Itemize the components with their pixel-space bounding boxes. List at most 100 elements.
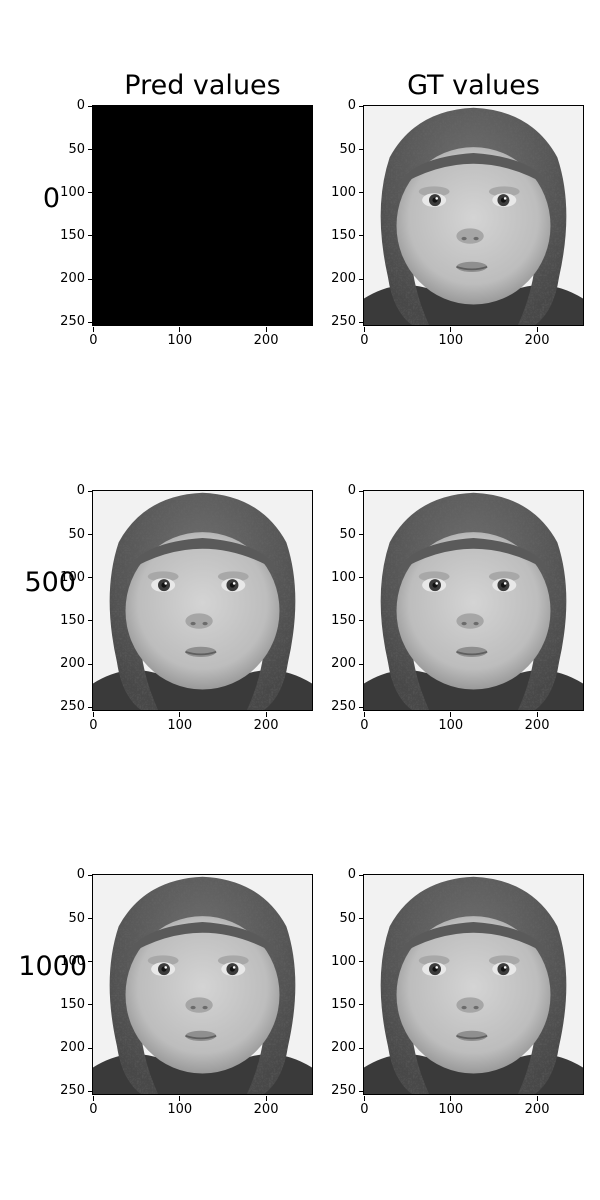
x-tick-mark xyxy=(179,1096,181,1101)
y-tick-label: 200 xyxy=(331,1040,356,1056)
y-tick-label: 50 xyxy=(339,526,356,542)
column-title-gt: GT values xyxy=(407,70,540,101)
x-tick-label: 100 xyxy=(167,333,193,348)
y-tick-mark xyxy=(359,663,364,665)
y-tick-mark xyxy=(88,105,93,107)
x-tick-mark xyxy=(265,1096,267,1101)
y-tick-label: 0 xyxy=(347,98,356,114)
x-tick-mark xyxy=(265,327,267,332)
x-tick-label: 100 xyxy=(438,1102,464,1117)
y-tick-mark xyxy=(359,874,364,876)
y-tick-mark xyxy=(88,577,93,579)
x-tick-mark xyxy=(536,1096,538,1101)
y-tick-label: 100 xyxy=(331,953,356,969)
y-tick-label: 100 xyxy=(331,184,356,200)
x-tick-label: 0 xyxy=(360,333,369,348)
x-tick-label: 200 xyxy=(524,333,550,348)
y-tick-mark xyxy=(359,918,364,920)
baby-face-image xyxy=(93,875,312,1094)
baby-face-image xyxy=(364,491,583,710)
y-tick-label: 100 xyxy=(60,184,85,200)
y-tick-mark xyxy=(88,321,93,323)
y-tick-mark xyxy=(359,620,364,622)
x-tick-label: 100 xyxy=(438,333,464,348)
y-tick-label: 250 xyxy=(331,314,356,330)
x-tick-mark xyxy=(450,712,452,717)
row-label-0: 0 xyxy=(42,183,60,214)
image-panel-r2-c0: 0 50 100 150 200 250 0 100 200 xyxy=(60,867,313,1117)
y-tick-mark xyxy=(359,1047,364,1049)
y-tick-label: 50 xyxy=(68,141,85,157)
x-tick-mark xyxy=(450,327,452,332)
y-tick-mark xyxy=(88,149,93,151)
x-tick-mark xyxy=(363,327,365,332)
y-tick-mark xyxy=(88,663,93,665)
x-tick-mark xyxy=(450,1096,452,1101)
y-tick-mark xyxy=(359,1004,364,1006)
y-tick-mark xyxy=(88,706,93,708)
y-tick-label: 200 xyxy=(60,271,85,287)
x-tick-label: 200 xyxy=(253,718,279,733)
x-tick-label: 0 xyxy=(89,333,98,348)
image-panel-r2-c1: 0 50 100 150 200 250 0 100 200 xyxy=(331,867,584,1117)
x-tick-mark xyxy=(179,712,181,717)
y-tick-label: 200 xyxy=(331,656,356,672)
y-tick-label: 50 xyxy=(68,910,85,926)
x-tick-label: 0 xyxy=(89,718,98,733)
baby-face-image xyxy=(364,106,583,325)
y-tick-mark xyxy=(88,235,93,237)
image-panel-r1-c1: 0 50 100 150 200 250 0 100 200 xyxy=(331,483,584,733)
y-tick-mark xyxy=(88,961,93,963)
y-tick-mark xyxy=(88,534,93,536)
x-tick-label: 100 xyxy=(167,1102,193,1117)
x-tick-label: 200 xyxy=(253,333,279,348)
y-tick-label: 50 xyxy=(339,141,356,157)
x-tick-mark xyxy=(265,712,267,717)
row-label-500: 500 xyxy=(24,567,76,598)
x-tick-mark xyxy=(92,1096,94,1101)
y-tick-label: 150 xyxy=(60,996,85,1012)
y-tick-mark xyxy=(88,1090,93,1092)
y-tick-label: 250 xyxy=(60,699,85,715)
x-tick-label: 100 xyxy=(438,718,464,733)
y-tick-mark xyxy=(359,321,364,323)
x-tick-label: 200 xyxy=(253,1102,279,1117)
y-tick-label: 250 xyxy=(60,1083,85,1099)
y-tick-mark xyxy=(359,105,364,107)
x-tick-mark xyxy=(92,712,94,717)
image-panel-r0-c0: 0 50 100 150 200 250 0 100 200 xyxy=(60,98,313,348)
x-tick-label: 200 xyxy=(524,718,550,733)
y-tick-label: 100 xyxy=(60,953,85,969)
x-tick-mark xyxy=(536,327,538,332)
x-tick-mark xyxy=(363,1096,365,1101)
y-tick-label: 150 xyxy=(331,612,356,628)
y-tick-label: 150 xyxy=(60,612,85,628)
y-tick-label: 50 xyxy=(68,526,85,542)
y-tick-mark xyxy=(359,1090,364,1092)
y-tick-mark xyxy=(359,961,364,963)
y-tick-mark xyxy=(359,706,364,708)
y-tick-mark xyxy=(88,918,93,920)
x-tick-mark xyxy=(179,327,181,332)
y-tick-label: 0 xyxy=(76,98,85,114)
y-tick-mark xyxy=(88,874,93,876)
image-panel-r0-c1: 0 50 100 150 200 250 0 100 200 xyxy=(331,98,584,348)
y-tick-label: 150 xyxy=(331,227,356,243)
y-tick-label: 250 xyxy=(60,314,85,330)
y-tick-label: 150 xyxy=(331,996,356,1012)
y-tick-mark xyxy=(359,534,364,536)
x-tick-label: 200 xyxy=(524,1102,550,1117)
x-tick-label: 100 xyxy=(167,718,193,733)
y-tick-label: 100 xyxy=(60,569,85,585)
x-tick-mark xyxy=(536,712,538,717)
y-tick-label: 200 xyxy=(60,1040,85,1056)
baby-face-image xyxy=(364,875,583,1094)
y-tick-mark xyxy=(88,1004,93,1006)
y-tick-mark xyxy=(88,490,93,492)
x-tick-mark xyxy=(363,712,365,717)
y-tick-mark xyxy=(359,577,364,579)
y-tick-label: 200 xyxy=(331,271,356,287)
y-tick-mark xyxy=(88,1047,93,1049)
y-tick-label: 0 xyxy=(347,867,356,883)
y-tick-mark xyxy=(359,278,364,280)
